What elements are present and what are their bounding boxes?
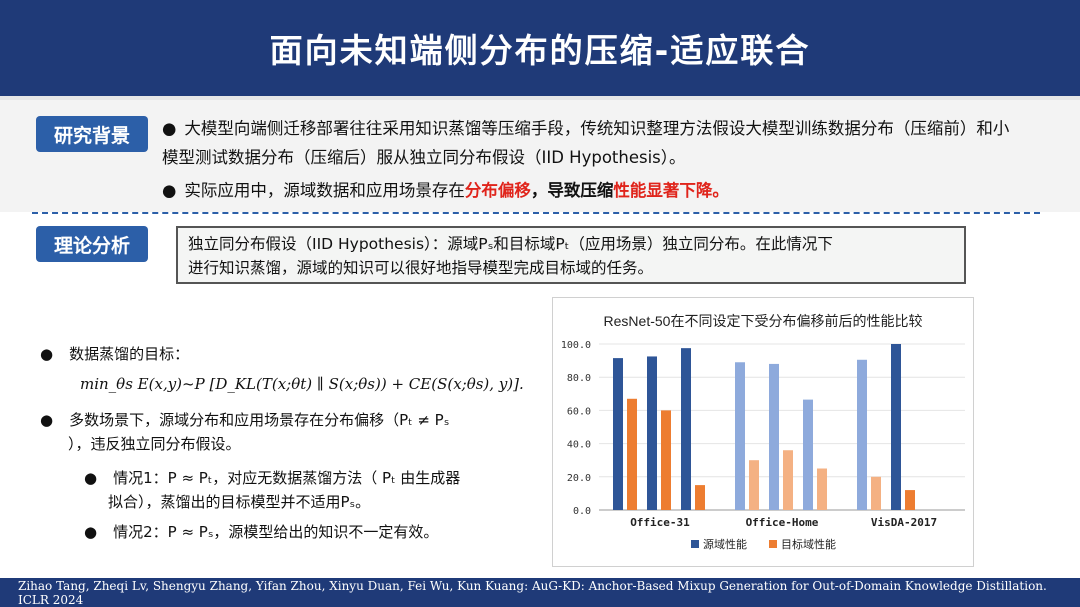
case-2-text: 情况2：P ≈ Pₛ，源模型给出的知识不一定有效。 [113,523,439,541]
multi-scenario-item: ● 多数场景下，源域分布和应用场景存在分布偏移（Pₜ ≠ Pₛ ），违反独立同分布… [40,408,530,456]
theory-tag: 理论分析 [36,226,148,262]
bar-target [627,398,637,510]
title-bar: 面向未知端侧分布的压缩-适应联合 [0,0,1080,96]
x-category-label: VisDA-2017 [871,516,937,529]
hypothesis-box: 独立同分布假设（IID Hypothesis）：源域Pₛ和目标域Pₜ（应用场景）… [176,226,966,284]
bar-source [769,363,779,510]
hypothesis-line-2: 进行知识蒸馏，源域的知识可以很好地指导模型完成目标域的任务。 [188,259,654,277]
bar-target [695,485,705,510]
bullet-2-pre: 实际应用中，源域数据和应用场景存在 [184,181,465,200]
case-1-item: ● 情况1：P ≈ Pₜ，对应无数据蒸馏方法（ Pₜ 由生成器 拟合），蒸馏出的目… [84,466,544,514]
chart-title: ResNet-50在不同设定下受分布偏移前后的性能比较 [604,313,923,329]
performance-chart: ResNet-50在不同设定下受分布偏移前后的性能比较 0.0 20.0 40.0 60… [552,297,974,567]
y-tick-label: 100.0 [561,340,591,351]
y-tick-label: 20.0 [567,473,591,484]
x-category-label: Office-Home [746,516,819,529]
case-1-line-1: 情况1：P ≈ Pₜ，对应无数据蒸馏方法（ Pₜ 由生成器 [113,469,461,487]
bullet-2-highlight-shift: 分布偏移 [464,181,531,200]
bar-source [803,399,813,510]
background-section [0,100,1080,212]
bar-target [871,476,881,510]
section-divider [32,212,1040,214]
citation-text: Zihao Tang, Zheqi Lv, Shengyu Zhang, Yif… [18,578,1047,607]
bar-source [613,358,623,510]
y-tick-label: 60.0 [567,406,591,417]
bullet-dot: ● [162,181,177,200]
legend-swatch [769,540,777,548]
multi-scenario-line-2: ），违反独立同分布假设。 [68,435,241,453]
multi-scenario-line-1: 多数场景下，源域分布和应用场景存在分布偏移（Pₜ ≠ Pₛ [69,411,450,429]
legend-label: 源域性能 [703,537,747,551]
bar-target [817,468,827,510]
x-category-label: Office-31 [630,516,690,529]
bar-source [647,356,657,510]
header-divider [0,96,1080,100]
goal-label: 数据蒸馏的目标： [69,345,190,363]
bar-target [905,490,915,510]
background-bullet-1: ● 大模型向端侧迁移部署往往采用知识蒸馏等压缩手段，传统知识整理方法假设大模型训练… [162,114,1022,172]
bar-target [661,410,671,510]
bar-source [681,348,691,510]
bullet-dot: ● [162,119,177,138]
page-title: 面向未知端侧分布的压缩-适应联合 [269,31,811,70]
background-bullet-2: ● 实际应用中，源域数据和应用场景存在分布偏移，导致压缩性能显著下降。 [162,176,1022,205]
bar-source [735,362,745,510]
bar-source [891,344,901,510]
bar-target [749,460,759,510]
chart-svg: ResNet-50在不同设定下受分布偏移前后的性能比较 0.0 20.0 40.0 60… [561,313,965,551]
bullet-2-end: 。 [712,181,729,200]
bullet-2-mid: ，导致压缩 [530,181,614,200]
background-bullet-1-text: 大模型向端侧迁移部署往往采用知识蒸馏等压缩手段，传统知识整理方法假设大模型训练数… [162,119,1010,167]
y-tick-label: 80.0 [567,373,591,384]
y-tick-label: 0.0 [573,506,591,517]
legend-label: 目标域性能 [781,537,836,551]
bar-target [783,450,793,510]
citation-footer: Zihao Tang, Zheqi Lv, Shengyu Zhang, Yif… [0,578,1080,607]
case-2-item: ● 情况2：P ≈ Pₛ，源模型给出的知识不一定有效。 [84,523,439,541]
legend-swatch [691,540,699,548]
y-tick-label: 40.0 [567,440,591,451]
distillation-formula: min_θs E(x,y)~P [D_KL(T(x;θt) ∥ S(x;θs))… [80,375,524,393]
case-1-line-2: 拟合），蒸馏出的目标模型并不适用Pₛ。 [108,493,371,511]
background-tag: 研究背景 [36,116,148,152]
goal-item: ● 数据蒸馏的目标： [40,345,190,363]
hypothesis-line-1: 独立同分布假设（IID Hypothesis）：源域Pₛ和目标域Pₜ（应用场景）… [188,235,833,253]
bullet-2-highlight-drop: 性能显著下降 [613,181,713,200]
bar-source [857,359,867,510]
